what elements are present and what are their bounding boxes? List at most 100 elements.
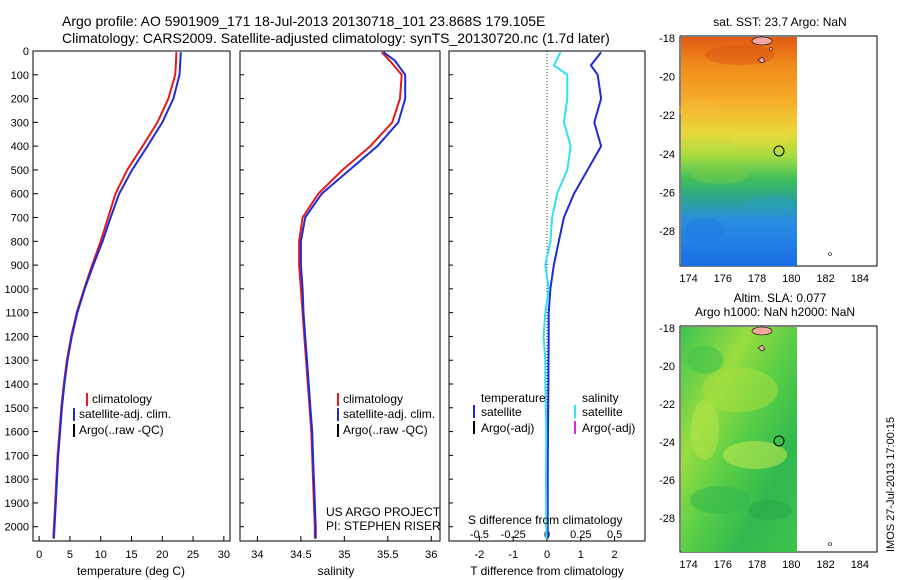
x-tick-label: 0 bbox=[544, 549, 550, 561]
series-line-satellite bbox=[546, 51, 603, 539]
map-x-tick-label: 178 bbox=[748, 559, 766, 571]
depth-tick-label: 1800 bbox=[5, 474, 29, 486]
figure-title-line1: Argo profile: AO 5901909_171 18-Jul-2013… bbox=[62, 13, 545, 29]
legend-label-satellite: satellite-adj. clim. bbox=[79, 407, 171, 421]
temperature-axis-label: temperature (deg C) bbox=[77, 564, 185, 578]
depth-tick-label: 1900 bbox=[5, 498, 29, 510]
map-y-tick-label: -26 bbox=[659, 188, 675, 200]
sla-argo-marker bbox=[773, 435, 785, 447]
depth-tick-label: 1700 bbox=[5, 450, 29, 462]
legend-title-temperature: temperature bbox=[481, 391, 546, 405]
map-x-tick-label: 174 bbox=[679, 273, 697, 285]
x-tick-label: -1 bbox=[508, 549, 518, 561]
map-y-tick-label: -26 bbox=[659, 475, 675, 487]
legend-label-climatology: climatology bbox=[343, 392, 403, 406]
depth-tick-label: 300 bbox=[11, 117, 29, 129]
legend-label-satellite: satellite-adj. clim. bbox=[343, 407, 435, 421]
x-tick-label: 34.5 bbox=[290, 549, 311, 561]
x-tick-label: 34 bbox=[251, 549, 263, 561]
depth-tick-label: 0 bbox=[23, 46, 29, 58]
legend-label-climatology: climatology bbox=[92, 392, 152, 406]
x-tick-label: 36 bbox=[425, 549, 437, 561]
t-difference-axis-label: T difference from climatology bbox=[470, 564, 624, 578]
map-y-tick-label: -18 bbox=[659, 33, 675, 45]
depth-tick-label: 1500 bbox=[5, 403, 29, 415]
series-line-satellite-adj-clim- bbox=[52, 52, 182, 539]
map-y-tick-label: -24 bbox=[659, 149, 675, 161]
s-tick-label: -0.5 bbox=[470, 529, 489, 541]
map-x-tick-label: 180 bbox=[782, 559, 800, 571]
sst-map-title: sat. SST: 23.7 Argo: NaN bbox=[713, 15, 846, 29]
sla-map-subtitle: Argo h1000: NaN h2000: NaN bbox=[695, 305, 855, 319]
depth-tick-label: 800 bbox=[11, 236, 29, 248]
map-x-tick-label: 184 bbox=[851, 273, 869, 285]
legend-label-temp-satellite: satellite bbox=[481, 405, 522, 419]
map-x-tick-label: 176 bbox=[714, 559, 732, 571]
s-tick-label: -0.25 bbox=[501, 529, 526, 541]
x-tick-label: 25 bbox=[187, 549, 199, 561]
depth-tick-label: 600 bbox=[11, 189, 29, 201]
map-y-tick-label: -20 bbox=[659, 361, 675, 373]
depth-tick-label: 1400 bbox=[5, 379, 29, 391]
figure-title-line2: Climatology: CARS2009. Satellite-adjuste… bbox=[62, 30, 610, 46]
x-tick-label: 35.5 bbox=[377, 549, 398, 561]
x-tick-label: 1 bbox=[578, 549, 584, 561]
sla-texture bbox=[687, 346, 792, 520]
x-tick-label: 20 bbox=[156, 549, 168, 561]
map-y-tick-label: -28 bbox=[659, 513, 675, 525]
s-difference-axis-label: S difference from climatology bbox=[468, 513, 623, 527]
x-tick-label: 30 bbox=[218, 549, 230, 561]
salinity-panel bbox=[239, 50, 441, 542]
map-y-tick-label: -22 bbox=[659, 110, 675, 122]
temperature-legend: climatology satellite-adj. clim. Argo(..… bbox=[73, 392, 171, 437]
sst-island bbox=[751, 36, 832, 256]
sla-island bbox=[751, 326, 832, 546]
map-y-tick-label: -18 bbox=[659, 323, 675, 335]
depth-tick-label: 100 bbox=[11, 70, 29, 82]
depth-tick-label: 700 bbox=[11, 213, 29, 225]
map-x-tick-label: 174 bbox=[679, 559, 697, 571]
map-y-tick-label: -28 bbox=[659, 226, 675, 238]
map-x-tick-label: 178 bbox=[748, 273, 766, 285]
s-tick-label: 0.25 bbox=[570, 529, 591, 541]
map-x-tick-label: 176 bbox=[714, 273, 732, 285]
series-line-satellite-adj-clim- bbox=[299, 51, 407, 539]
legend-label-argo: Argo(..raw -QC) bbox=[343, 423, 428, 437]
depth-tick-label: 1600 bbox=[5, 427, 29, 439]
temperature-panel bbox=[32, 50, 231, 542]
map-y-tick-label: -22 bbox=[659, 399, 675, 411]
map-x-tick-label: 180 bbox=[782, 273, 800, 285]
depth-tick-label: 1300 bbox=[5, 355, 29, 367]
project-annotation: US ARGO PROJECT bbox=[326, 505, 441, 519]
pi-annotation: PI: STEPHEN RISER bbox=[326, 519, 441, 533]
map-x-tick-label: 182 bbox=[816, 559, 834, 571]
sst-argo-marker bbox=[773, 145, 785, 157]
sla-map-title: Altim. SLA: 0.077 bbox=[734, 291, 827, 305]
legend-label-sal-satellite: satellite bbox=[582, 405, 623, 419]
salinity-legend: climatology satellite-adj. clim. Argo(..… bbox=[337, 392, 435, 437]
sst-heatmap bbox=[681, 37, 797, 266]
map-y-tick-label: -20 bbox=[659, 72, 675, 84]
legend-label-argo: Argo(..raw -QC) bbox=[79, 423, 164, 437]
x-tick-label: -2 bbox=[475, 549, 485, 561]
map-x-tick-label: 184 bbox=[851, 559, 869, 571]
salinity-axis-label: salinity bbox=[318, 564, 355, 578]
legend-label-temp-argo: Argo(-adj) bbox=[481, 421, 534, 435]
depth-tick-label: 500 bbox=[11, 165, 29, 177]
legend-title-salinity: salinity bbox=[582, 391, 619, 405]
x-tick-label: 35 bbox=[338, 549, 350, 561]
x-tick-label: 15 bbox=[125, 549, 137, 561]
map-y-tick-label: -24 bbox=[659, 437, 675, 449]
depth-tick-label: 200 bbox=[11, 94, 29, 106]
depth-tick-label: 400 bbox=[11, 141, 29, 153]
depth-tick-label: 1200 bbox=[5, 331, 29, 343]
x-tick-label: 0 bbox=[36, 549, 42, 561]
difference-legend: temperature satellite Argo(-adj) salinit… bbox=[473, 391, 635, 435]
map-x-tick-label: 182 bbox=[816, 273, 834, 285]
depth-tick-label: 2000 bbox=[5, 522, 29, 534]
x-tick-label: 10 bbox=[95, 549, 107, 561]
series-line-satellite bbox=[542, 51, 572, 539]
s-tick-label: 0.5 bbox=[607, 529, 622, 541]
depth-tick-label: 1000 bbox=[5, 284, 29, 296]
